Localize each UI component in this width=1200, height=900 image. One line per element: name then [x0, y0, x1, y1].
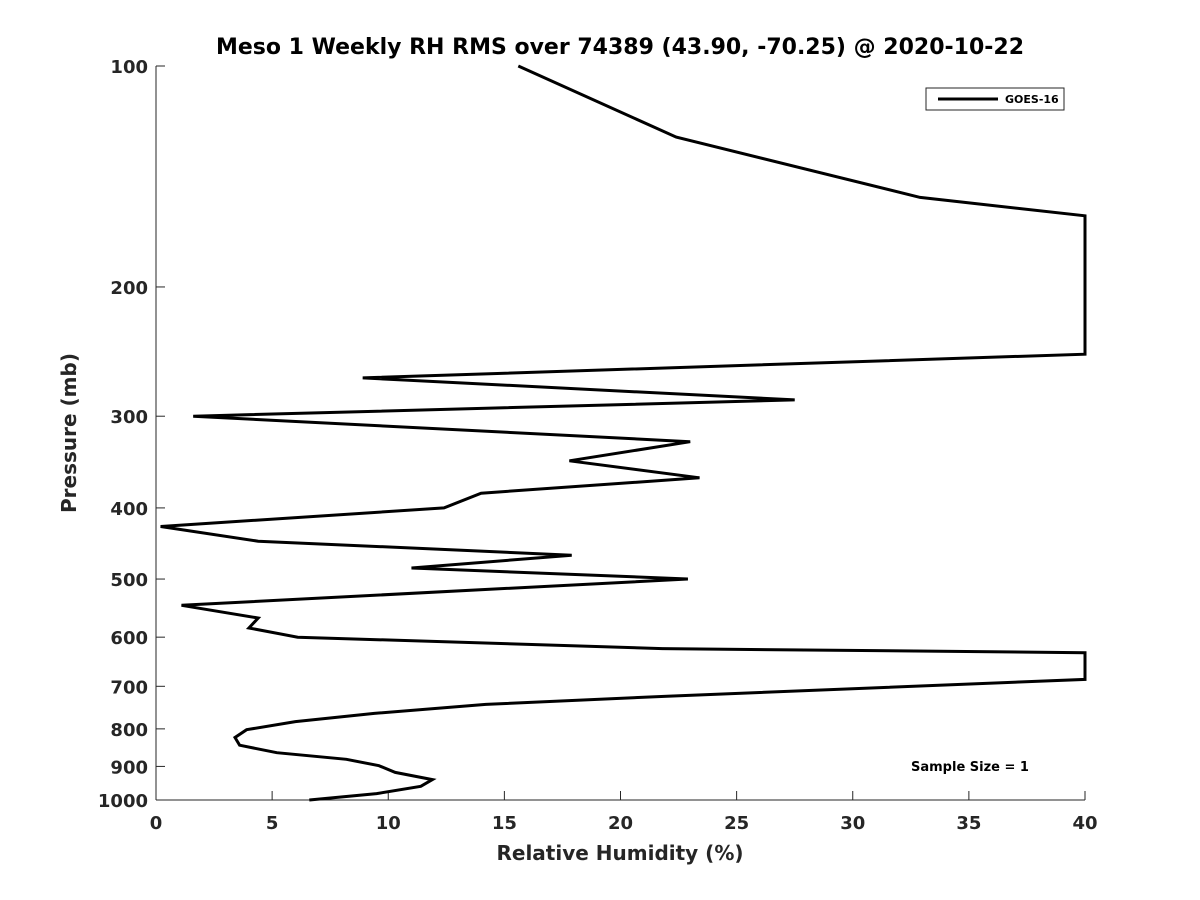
y-tick-label: 400 — [110, 499, 148, 520]
y-axis-ticks: 100 200 300 400 500 600 700 800 900 1000 — [98, 57, 165, 812]
x-tick-label: 5 — [266, 813, 279, 834]
y-tick-label: 700 — [110, 677, 148, 698]
sample-size-annotation: Sample Size = 1 — [911, 760, 1029, 775]
x-tick-label: 40 — [1072, 813, 1097, 834]
x-axis-label: Relative Humidity (%) — [496, 841, 743, 865]
chart-title: Meso 1 Weekly RH RMS over 74389 (43.90, … — [216, 35, 1024, 60]
x-tick-label: 20 — [608, 813, 633, 834]
legend: GOES-16 — [925, 87, 1065, 111]
x-tick-label: 30 — [840, 813, 865, 834]
x-tick-label: 15 — [492, 813, 517, 834]
x-axis-ticks: 0 5 10 15 20 25 30 35 40 — [150, 791, 1098, 834]
series-line-goes-16 — [160, 64, 1087, 802]
y-tick-label: 900 — [110, 757, 148, 778]
x-tick-label: 35 — [956, 813, 981, 834]
y-tick-label: 300 — [110, 407, 148, 428]
y-tick-label: 100 — [110, 57, 148, 78]
y-tick-label: 1000 — [98, 791, 148, 812]
x-tick-label: 10 — [376, 813, 401, 834]
y-tick-label: 600 — [110, 628, 148, 649]
series-layer — [160, 64, 1087, 802]
y-tick-label: 500 — [110, 570, 148, 591]
y-tick-label: 200 — [110, 278, 148, 299]
y-axis-label: Pressure (mb) — [57, 353, 81, 513]
x-tick-label: 0 — [150, 813, 163, 834]
legend-entry-goes-16: GOES-16 — [1005, 93, 1059, 106]
x-tick-label: 25 — [724, 813, 749, 834]
plot-area: 100 200 300 400 500 600 700 800 900 1000 0 5 10 15 20… — [98, 57, 1098, 834]
y-tick-label: 800 — [110, 720, 148, 741]
